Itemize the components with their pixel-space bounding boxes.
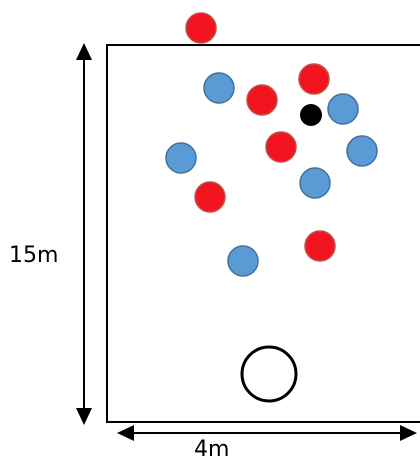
width-label: 4m: [194, 437, 229, 457]
red-player-token: [185, 12, 217, 44]
ball: [300, 104, 322, 126]
blue-player-token: [165, 142, 197, 174]
width-arrow-right-head: [400, 425, 417, 441]
red-player-token: [265, 131, 297, 163]
width-arrow-left-head: [117, 425, 134, 441]
blue-player-token: [346, 135, 378, 167]
red-player-token: [304, 230, 336, 262]
red-team: [185, 12, 336, 262]
blue-player-token: [203, 72, 235, 104]
red-player-token: [246, 84, 278, 116]
length-label: 15m: [9, 243, 58, 268]
blue-player-token: [327, 93, 359, 125]
length-arrow-bottom-head: [76, 408, 92, 425]
blue-team: [165, 72, 378, 277]
goal-circle: [240, 345, 298, 403]
blue-player-token: [227, 245, 259, 277]
length-arrow-top-head: [76, 43, 92, 60]
red-player-token: [194, 181, 226, 213]
blue-player-token: [299, 167, 331, 199]
red-player-token: [298, 63, 330, 95]
